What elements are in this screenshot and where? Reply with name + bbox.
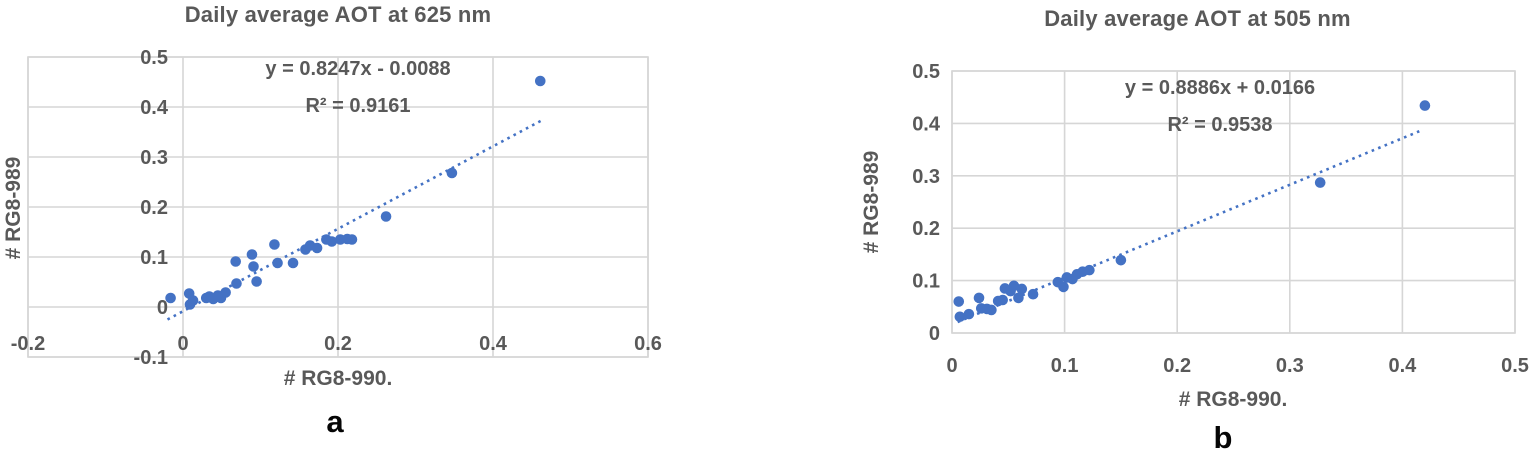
- data-point: [231, 278, 242, 289]
- data-point: [1419, 100, 1431, 111]
- data-point: [1058, 281, 1069, 293]
- data-point: [997, 294, 1008, 306]
- chart-title: Daily average AOT at 625 nm: [184, 2, 492, 27]
- data-point: [272, 257, 283, 269]
- data-point: [187, 295, 199, 306]
- y-tick-label: 0.2: [912, 218, 940, 240]
- y-tick-label: -0.1: [134, 347, 168, 369]
- trendline-equation: y = 0.8247x - 0.0088 R² = 0.9161: [188, 51, 528, 125]
- data-point: [326, 236, 338, 247]
- chart-aot-625nm: -0.2 0 0.2 0.4 0.6 0.5 0.4 0.3 0.2 0.1 0 -0.1 Daily…: [0, 0, 760, 467]
- y-tick-label: 0.1: [912, 271, 940, 293]
- trendline: [957, 130, 1420, 324]
- panel-label-a: a: [326, 404, 344, 439]
- data-point: [380, 211, 392, 222]
- x-tick-label: -0.2: [11, 333, 45, 355]
- y-tick-label: 0.4: [912, 113, 941, 135]
- data-point: [346, 234, 358, 245]
- chart-aot-505nm: 0 0.1 0.2 0.3 0.4 0.5 0.5 0.4 0.3 0.2 0.1 0 Daily a…: [860, 0, 1535, 467]
- r-squared-line: R² = 0.9538: [1167, 114, 1273, 136]
- equation-line: y = 0.8886x + 0.0166: [1124, 77, 1316, 99]
- panel-label-b: b: [1213, 420, 1233, 455]
- equation-line: y = 0.8247x - 0.0088: [265, 58, 451, 80]
- data-point: [446, 167, 458, 179]
- scatter-plot-625nm: -0.2 0 0.2 0.4 0.6 0.5 0.4 0.3 0.2 0.1 0 -0.1: [11, 47, 662, 369]
- data-point: [269, 239, 280, 250]
- plot-border: [27, 56, 649, 358]
- y-tick-label: 0.2: [140, 197, 168, 219]
- data-point: [973, 292, 985, 304]
- y-tick-label: 0.4: [140, 97, 169, 119]
- x-tick-label: 0.3: [1276, 355, 1304, 377]
- x-tick-label: 0: [177, 333, 188, 355]
- y-axis-title: # RG8-989: [860, 150, 883, 254]
- y-tick-label: 0.1: [140, 247, 168, 269]
- y-axis-title: # RG8-989: [2, 156, 25, 260]
- x-tick-label: 0.4: [479, 333, 508, 355]
- data-point: [963, 308, 975, 320]
- y-tick-label: 0.5: [912, 61, 940, 83]
- data-point: [251, 276, 262, 287]
- data-point: [1314, 177, 1326, 188]
- data-point: [1115, 254, 1127, 266]
- x-tick-label: 0.2: [1163, 355, 1191, 377]
- data-point: [248, 261, 259, 272]
- data-point: [311, 242, 323, 254]
- data-point: [1027, 288, 1039, 300]
- data-point: [954, 311, 966, 323]
- data-point: [220, 287, 231, 298]
- x-axis-title: # RG8-990.: [1178, 388, 1288, 411]
- x-tick-label: 0: [946, 355, 957, 377]
- data-point: [246, 249, 258, 260]
- data-point: [953, 296, 965, 307]
- data-point: [1013, 292, 1024, 304]
- chart-title: Daily average AOT at 505 nm: [1044, 6, 1351, 31]
- data-point: [287, 257, 299, 269]
- data-point: [165, 292, 176, 304]
- x-tick-label: 0.6: [634, 333, 662, 355]
- data-point: [1084, 264, 1095, 276]
- data-point: [534, 75, 546, 87]
- r-squared-line: R² = 0.9161: [305, 95, 411, 117]
- data-point: [986, 304, 997, 316]
- plot-border: [951, 70, 1516, 334]
- y-tick-label: 0.3: [140, 147, 168, 169]
- scatter-plot-505nm: 0 0.1 0.2 0.3 0.4 0.5 0.5 0.4 0.3 0.2 0.1 0: [912, 61, 1529, 377]
- y-tick-label: 0: [157, 297, 168, 319]
- data-point: [1016, 283, 1028, 295]
- y-tick-label: 0: [929, 323, 940, 345]
- trendline-equation: y = 0.8886x + 0.0166 R² = 0.9538: [1050, 70, 1390, 144]
- x-tick-label: 0.5: [1501, 355, 1529, 377]
- x-tick-label: 0.2: [324, 333, 352, 355]
- data-point: [230, 256, 241, 267]
- x-tick-label: 0.4: [1388, 355, 1417, 377]
- y-tick-label: 0.3: [912, 166, 940, 188]
- x-axis-title: # RG8-990.: [283, 367, 393, 390]
- y-tick-label: 0.5: [140, 47, 168, 69]
- x-tick-label: 0.1: [1051, 355, 1079, 377]
- trendline: [166, 118, 544, 321]
